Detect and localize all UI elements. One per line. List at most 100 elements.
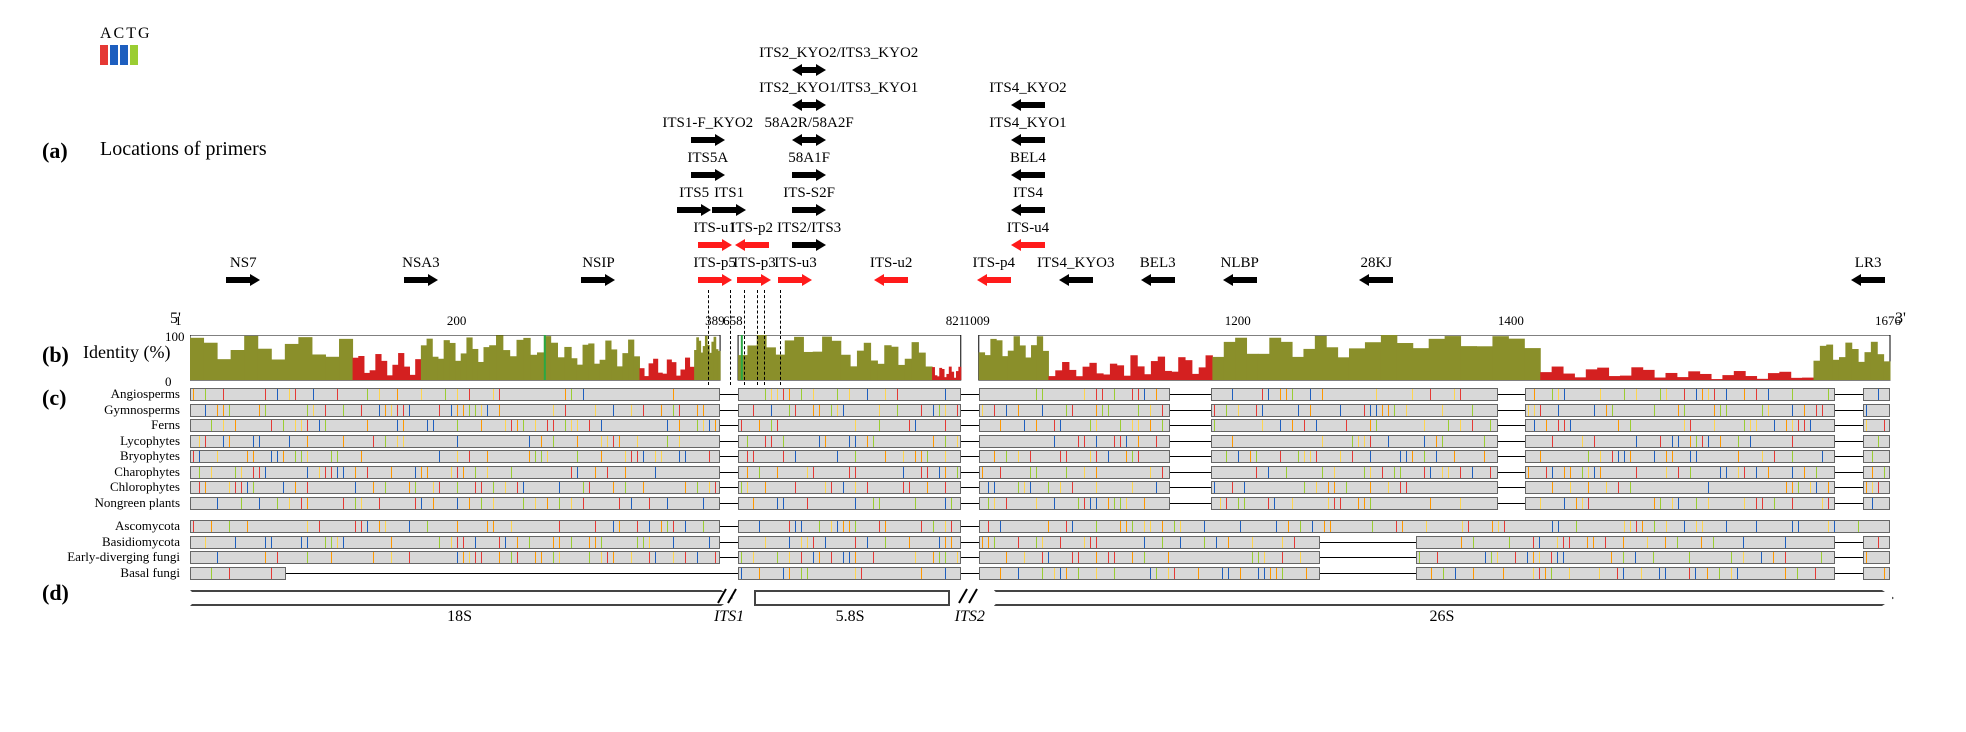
legend-actg: ACTG [100, 25, 152, 65]
primer-label: NLBP [1190, 255, 1290, 272]
alignment-track [1863, 497, 1890, 510]
alignment-track [190, 404, 720, 417]
primer-arrow [1059, 276, 1093, 284]
primer-arrow [226, 276, 260, 284]
alignment-track [738, 388, 961, 401]
alignment-track [738, 536, 961, 549]
alignment-track [738, 404, 961, 417]
primer-arrow [691, 136, 725, 144]
primer-arrow [792, 171, 826, 179]
primer-label: ITS2_KYO2/ITS3_KYO2 [759, 45, 859, 62]
alignment-track [738, 520, 961, 533]
primer-nlbp: NLBP [1190, 255, 1290, 289]
alignment-track [738, 551, 961, 564]
alignment-track [1211, 466, 1498, 479]
primer-arrow [792, 136, 826, 144]
alignment-track [979, 466, 1170, 479]
panel-d-label: (d) [42, 580, 69, 606]
primer-arrow [792, 101, 826, 109]
primer-label: 28KJ [1326, 255, 1426, 272]
primer-bel4: BEL4 [978, 150, 1078, 184]
alignment-track [979, 450, 1170, 463]
region-label-18s: 18S [420, 608, 500, 626]
alignment-track [738, 450, 961, 463]
region-box-18s [190, 590, 733, 606]
primer-arrow [792, 66, 826, 74]
axis-tick: 200 [447, 313, 467, 329]
primer-label: NS7 [193, 255, 293, 272]
primer-its5a: ITS5A [658, 150, 758, 184]
legend-color-bar [120, 45, 128, 65]
primer-arrow [792, 206, 826, 214]
primer-label: ITS5A [658, 150, 758, 167]
alignment-track [1863, 567, 1890, 580]
primer-58a1f: 58A1F [759, 150, 859, 184]
alignment-track [979, 481, 1170, 494]
primer-label: ITS4_KYO1 [978, 115, 1078, 132]
alignment-track [1525, 497, 1835, 510]
primer-arrow [977, 276, 1011, 284]
alignment-track [979, 388, 1170, 401]
primer-arrow [1359, 276, 1393, 284]
taxon-label-gymnosperms: Gymnosperms [40, 402, 180, 418]
alignment-track [1863, 536, 1890, 549]
alignment-track [190, 435, 720, 448]
primer-label: LR3 [1818, 255, 1918, 272]
alignment-track [1211, 497, 1498, 510]
taxon-label-ascomycota: Ascomycota [40, 518, 180, 534]
alignment-track [1863, 551, 1890, 564]
alignment-track [979, 520, 1890, 533]
axis-tick: 821 [946, 313, 966, 329]
primer-label: ITS4_KYO2 [978, 80, 1078, 97]
region-label-5.8s: 5.8S [810, 608, 890, 626]
primer-label: ITS-S2F [759, 185, 859, 202]
primer-arrow [874, 276, 908, 284]
primer-its4-kyo1: ITS4_KYO1 [978, 115, 1078, 149]
region-box-5.8s [754, 590, 949, 606]
axis-tick: 1200 [1225, 313, 1251, 329]
primer-label: NSIP [548, 255, 648, 272]
alignment-track [1416, 567, 1835, 580]
alignment-track [1525, 450, 1835, 463]
taxon-label-ferns: Ferns [40, 417, 180, 433]
primer-nsa3: NSA3 [371, 255, 471, 289]
primer-its1-f-kyo2: ITS1-F_KYO2 [658, 115, 758, 149]
alignment-track [1211, 404, 1498, 417]
alignment-track [1211, 388, 1498, 401]
primer-ns7: NS7 [193, 255, 293, 289]
primer-label: BEL4 [978, 150, 1078, 167]
region-label-its2: ITS2 [940, 608, 1000, 626]
alignment-track [1863, 466, 1890, 479]
legend-label: ACTG [100, 25, 152, 43]
alignment-track [738, 567, 961, 580]
panel-b-label: (b) [42, 342, 69, 368]
alignment-track [738, 481, 961, 494]
primer-label: ITS-u2 [841, 255, 941, 272]
alignment-track [738, 497, 961, 510]
legend-color-bar [110, 45, 118, 65]
alignment-track [979, 551, 1321, 564]
alignment-track [190, 497, 720, 510]
alignment-track [190, 520, 720, 533]
alignment-track [1525, 419, 1835, 432]
primer-arrow [792, 241, 826, 249]
alignment-track [190, 536, 720, 549]
primer-its4-kyo2: ITS4_KYO2 [978, 80, 1078, 114]
region-box-26s [994, 590, 1894, 606]
primer-arrow [712, 206, 746, 214]
alignment-track [1211, 450, 1498, 463]
alignment-track [1863, 404, 1890, 417]
primer-label: NSA3 [371, 255, 471, 272]
primer-label: ITS2/ITS3 [759, 220, 859, 237]
alignment-track [1525, 481, 1835, 494]
region-label-26s: 26S [1402, 608, 1482, 626]
primer-arrow [1011, 171, 1045, 179]
alignment-track [1525, 388, 1835, 401]
taxon-label-basidiomycota: Basidiomycota [40, 534, 180, 550]
locations-of-primers-title: Locations of primers [100, 138, 267, 161]
primer-arrow [404, 276, 438, 284]
panel-a-label: (a) [42, 138, 68, 164]
alignment-track [190, 481, 720, 494]
taxon-label-nongreen-plants: Nongreen plants [40, 495, 180, 511]
alignment-track [979, 419, 1170, 432]
